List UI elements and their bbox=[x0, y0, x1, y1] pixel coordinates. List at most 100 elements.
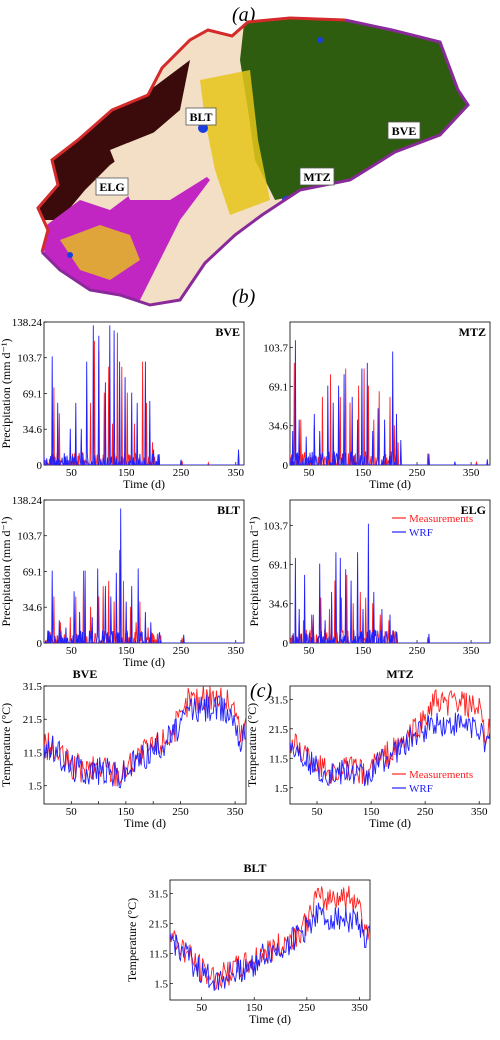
x-tick-label: 150 bbox=[118, 645, 135, 657]
x-tick-label: 350 bbox=[228, 645, 245, 657]
x-tick-label: 250 bbox=[409, 467, 426, 479]
y-tick-label: 21.5 bbox=[149, 919, 169, 931]
series-line-wrf bbox=[44, 694, 246, 789]
y-tick-label: 103.7 bbox=[263, 342, 288, 354]
station-label-elg-text: ELG bbox=[99, 180, 124, 194]
x-tick-label: 350 bbox=[227, 806, 244, 818]
series-line-wrf bbox=[44, 325, 244, 465]
map-water-body-3 bbox=[67, 252, 73, 258]
chart-temp-mtz: 50 150 250 350 1.5 11.5 21.5 31.5 Time (d) Temper… bbox=[245, 667, 491, 830]
series-group bbox=[44, 325, 244, 465]
legend-label-measurements: Measurements bbox=[409, 513, 473, 525]
map-forest-area bbox=[240, 18, 468, 200]
x-tick-label: 50 bbox=[66, 467, 78, 479]
x-tick-label: 150 bbox=[363, 806, 380, 818]
y-tick-label: 1.5 bbox=[154, 979, 168, 991]
station-title: BLT bbox=[244, 861, 267, 875]
map-crop-area-east bbox=[200, 70, 270, 215]
x-tick-label: 250 bbox=[172, 806, 189, 818]
plot-frame bbox=[43, 321, 245, 466]
station-label-bve: BVE bbox=[387, 121, 421, 140]
y-tick-label: 11.5 bbox=[269, 753, 288, 765]
station-title: BLT bbox=[217, 503, 240, 517]
x-tick-label: 350 bbox=[228, 467, 245, 479]
x-tick-label: 250 bbox=[173, 645, 190, 657]
panel-label-c: (c) bbox=[250, 680, 273, 702]
y-tick-label: 11.5 bbox=[149, 949, 168, 961]
map-dark-area-west bbox=[40, 60, 190, 220]
y-axis-label: Precipitation (mm d⁻¹) bbox=[247, 517, 261, 627]
y-tick-label: 34.6 bbox=[23, 424, 43, 436]
x-tick-label: 150 bbox=[246, 1002, 263, 1014]
map-outline bbox=[36, 16, 346, 253]
x-tick-label: 350 bbox=[351, 1002, 368, 1014]
station-label-blt-text: BLT bbox=[190, 110, 213, 124]
x-axis-label: Time (d) bbox=[249, 1012, 291, 1026]
x-tick-label: 350 bbox=[471, 806, 488, 818]
x-axis-label: Time (d) bbox=[369, 816, 411, 830]
x-axis-label: Time (d) bbox=[369, 477, 411, 491]
station-title: MTZ bbox=[386, 667, 413, 681]
x-tick-label: 50 bbox=[303, 467, 315, 479]
y-tick-label: 11.5 bbox=[23, 747, 42, 759]
land-use-map: BLT BVE MTZ ELG bbox=[36, 16, 470, 307]
y-tick-label: 21.5 bbox=[23, 714, 43, 726]
x-tick-label: 150 bbox=[355, 467, 372, 479]
series-group bbox=[170, 885, 370, 991]
map-urban-center bbox=[110, 130, 210, 200]
y-tick-label: 0 bbox=[37, 638, 43, 650]
x-tick-label: 50 bbox=[196, 1002, 208, 1014]
chart-precip-blt: 50 150 250 350 0 34.6 69.1 103.7 138.24 Time (d) P… bbox=[0, 495, 245, 669]
plot-frame bbox=[43, 685, 247, 805]
y-axis-label: Temperature (°C) bbox=[125, 898, 139, 982]
y-tick-label: 34.6 bbox=[269, 599, 289, 611]
x-tick-label: 350 bbox=[463, 467, 480, 479]
y-tick-label: 0 bbox=[283, 638, 289, 650]
x-tick-label: 150 bbox=[355, 645, 372, 657]
y-tick-label: 69.1 bbox=[269, 560, 288, 572]
y-axis-label: Temperature (°C) bbox=[245, 703, 259, 787]
y-tick-label: 0 bbox=[283, 460, 289, 472]
y-tick-label: 1.5 bbox=[28, 781, 42, 793]
map-outline-east bbox=[40, 18, 470, 307]
series-group bbox=[290, 688, 490, 787]
plot-frame bbox=[43, 499, 245, 644]
station-title: MTZ bbox=[459, 325, 486, 339]
y-tick-label: 31.5 bbox=[269, 694, 289, 706]
x-tick-label: 250 bbox=[173, 467, 190, 479]
chart-precip-mtz: 50 150 250 350 0 34.6 69.1 103.7 Time (d) MTZ bbox=[263, 321, 491, 491]
chart-precip-bve: 50 150 250 350 0 34.6 69.1 103.7 138.24 Time (d) P… bbox=[0, 317, 245, 491]
legend-label-wrf: WRF bbox=[409, 527, 433, 539]
station-title: ELG bbox=[461, 503, 486, 517]
y-tick-label: 69.1 bbox=[23, 389, 42, 401]
panel-label-b: (b) bbox=[232, 286, 256, 308]
y-tick-label: 69.1 bbox=[269, 382, 288, 394]
x-tick-label: 150 bbox=[118, 806, 135, 818]
series-group bbox=[44, 686, 246, 789]
x-tick-label: 50 bbox=[66, 645, 78, 657]
y-tick-label: 103.7 bbox=[17, 353, 42, 365]
series-group bbox=[290, 523, 490, 643]
legend-label-wrf: WRF bbox=[409, 783, 433, 795]
series-line-wrf bbox=[290, 523, 490, 643]
chart-temp-bve: 50 150 250 350 1.5 11.5 21.5 31.5 Time (d) Temper… bbox=[0, 667, 247, 830]
y-tick-label: 138.24 bbox=[12, 317, 43, 329]
y-tick-label: 1.5 bbox=[274, 783, 288, 795]
x-tick-label: 50 bbox=[312, 806, 324, 818]
y-tick-label: 103.7 bbox=[263, 520, 288, 532]
chart-temp-blt: 50 150 250 350 1.5 11.5 21.5 31.5 Time (d) Temper… bbox=[125, 861, 371, 1026]
y-tick-label: 34.6 bbox=[269, 421, 289, 433]
series-line-wrf bbox=[44, 508, 244, 643]
x-tick-label: 250 bbox=[409, 645, 426, 657]
charts-layer: 50 150 250 350 0 34.6 69.1 103.7 138.24 Time (d) P… bbox=[0, 317, 491, 1026]
station-label-mtz: MTZ bbox=[299, 167, 335, 186]
series-group bbox=[44, 508, 244, 643]
station-label-mtz-text: MTZ bbox=[303, 170, 330, 184]
map-water-body-1 bbox=[198, 123, 208, 133]
series-line-measurements bbox=[170, 885, 370, 991]
series-group bbox=[290, 340, 490, 465]
y-axis-label: Precipitation (mm d⁻¹) bbox=[0, 339, 13, 449]
map-water-body-5 bbox=[317, 37, 323, 43]
